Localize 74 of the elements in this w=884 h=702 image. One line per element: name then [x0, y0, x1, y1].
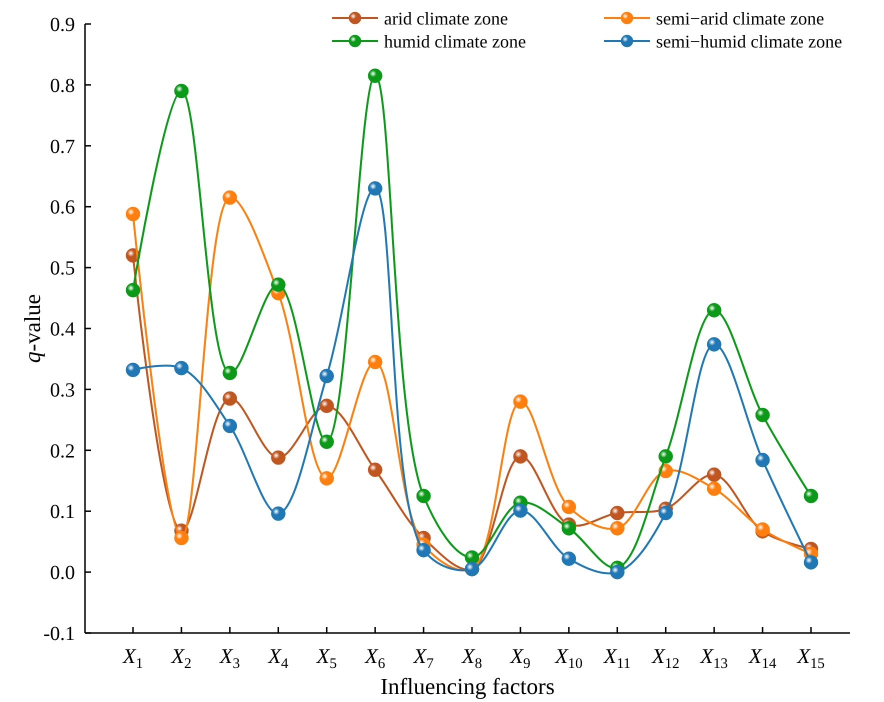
- point: [368, 462, 382, 478]
- x-tick-label: X$_{11}$: [602, 644, 631, 672]
- point: [804, 555, 818, 570]
- point: [222, 391, 238, 406]
- x-tick-label: X$_{1}$: [122, 644, 144, 672]
- y-tick-label: 0.7: [50, 136, 75, 158]
- x-axis-title: Influencing factors: [380, 674, 555, 699]
- point: [319, 368, 334, 384]
- y-tick-label: -0.1: [43, 623, 75, 645]
- point: [755, 408, 770, 422]
- point: [126, 282, 140, 298]
- legend-label: arid climate zone: [384, 8, 508, 28]
- point: [513, 503, 528, 518]
- point: [562, 500, 576, 514]
- y-tick-label: 0.2: [50, 440, 75, 462]
- y-tick-label: 0.6: [50, 196, 75, 219]
- point: [562, 551, 576, 566]
- x-tick-label: X$_{14}$: [748, 644, 777, 672]
- point: [706, 481, 722, 496]
- y-tick-label: 0.3: [50, 379, 75, 402]
- point: [319, 434, 334, 450]
- point: [416, 542, 431, 558]
- x-tick-label: X$_{3}$: [218, 644, 240, 672]
- point: [562, 521, 576, 536]
- y-tick-label: 0.4: [50, 318, 75, 340]
- point: [513, 449, 528, 464]
- point: [368, 354, 382, 370]
- y-tick-label: 0.0: [50, 562, 75, 584]
- x-tick-label: X$_{5}$: [316, 644, 337, 672]
- point: [319, 398, 334, 414]
- y-tick-label: 0.9: [50, 14, 75, 36]
- x-tick-label: X$_{2}$: [170, 644, 192, 672]
- point: [368, 68, 382, 83]
- point: [271, 506, 286, 521]
- x-tick-label: X$_{15}$: [796, 644, 825, 672]
- point: [222, 366, 238, 380]
- point: [706, 467, 722, 482]
- point: [658, 449, 673, 464]
- point: [804, 488, 818, 504]
- x-tick-label: X$_{7}$: [412, 644, 434, 672]
- point: [513, 394, 528, 409]
- legend-label: semi−humid climate zone: [656, 31, 842, 52]
- point: [368, 181, 382, 196]
- y-axis-title: q-value: [20, 294, 45, 363]
- point: [222, 190, 238, 205]
- point: [174, 84, 189, 98]
- x-tick-label: X$_{10}$: [554, 644, 583, 672]
- x-tick-label: X$_{9}$: [509, 644, 531, 672]
- point: [610, 506, 625, 520]
- x-tick-label: X$_{4}$: [267, 644, 290, 672]
- point: [610, 521, 625, 536]
- legend-label: humid climate zone: [384, 31, 526, 52]
- point: [319, 471, 334, 486]
- point: [174, 360, 189, 376]
- y-tick-label: 0.5: [50, 258, 75, 280]
- x-tick-label: X$_{12}$: [650, 644, 680, 672]
- point: [658, 506, 673, 520]
- point: [174, 530, 189, 546]
- point: [271, 450, 286, 465]
- point: [706, 302, 722, 318]
- point: [416, 488, 431, 504]
- point: [755, 452, 770, 468]
- x-tick-label: X$_{8}$: [460, 644, 482, 672]
- point: [222, 418, 238, 434]
- point: [271, 277, 286, 292]
- legend-label: semi−arid climate zone: [656, 8, 824, 28]
- point: [706, 337, 722, 352]
- x-tick-label: X$_{13}$: [699, 644, 728, 672]
- x-tick-label: X$_{6}$: [364, 644, 386, 672]
- y-tick-label: 0.1: [50, 501, 75, 524]
- point: [126, 206, 140, 222]
- y-tick-label: 0.8: [50, 74, 75, 97]
- point: [126, 362, 140, 378]
- point: [610, 564, 625, 580]
